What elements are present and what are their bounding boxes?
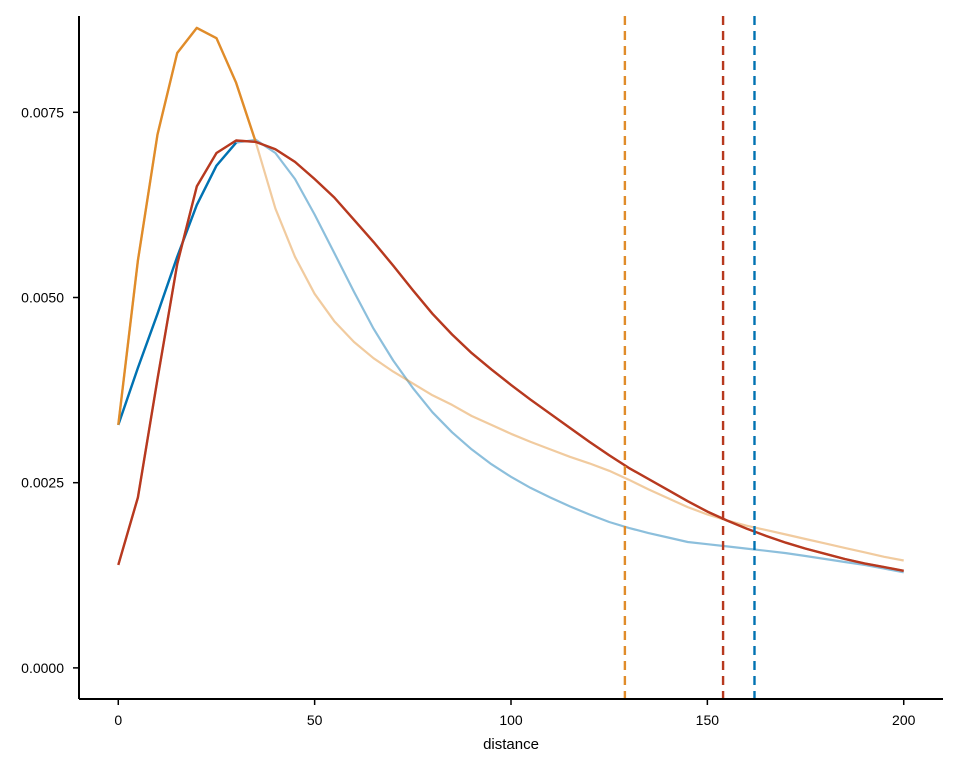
reference-lines: [623, 16, 756, 699]
x-tick-label: 200: [892, 712, 916, 728]
y-tick-label: 0.0000: [21, 660, 64, 676]
y-tick-label: 0.0075: [21, 104, 64, 120]
series-1-faded-line: [117, 138, 904, 574]
series-2-faded-line: [117, 26, 904, 562]
x-axis-title: distance: [483, 736, 539, 753]
series-lines: [117, 26, 904, 574]
x-tick-label: 150: [696, 712, 720, 728]
series-2-line: [117, 26, 257, 426]
series-1-line: [117, 141, 238, 426]
x-tick-label: 50: [307, 712, 323, 728]
y-tick-label: 0.0025: [21, 475, 64, 491]
y-axis-ticks: 0.0000 0.0025 0.0050 0.0075: [21, 104, 79, 676]
y-tick-label: 0.0050: [21, 289, 64, 305]
x-axis-ticks: 0 50 100 150 200: [114, 699, 916, 728]
x-tick-label: 0: [114, 712, 122, 728]
series-3-faded-line: [117, 139, 904, 572]
x-tick-label: 100: [499, 712, 523, 728]
series-3-line: [117, 139, 904, 572]
